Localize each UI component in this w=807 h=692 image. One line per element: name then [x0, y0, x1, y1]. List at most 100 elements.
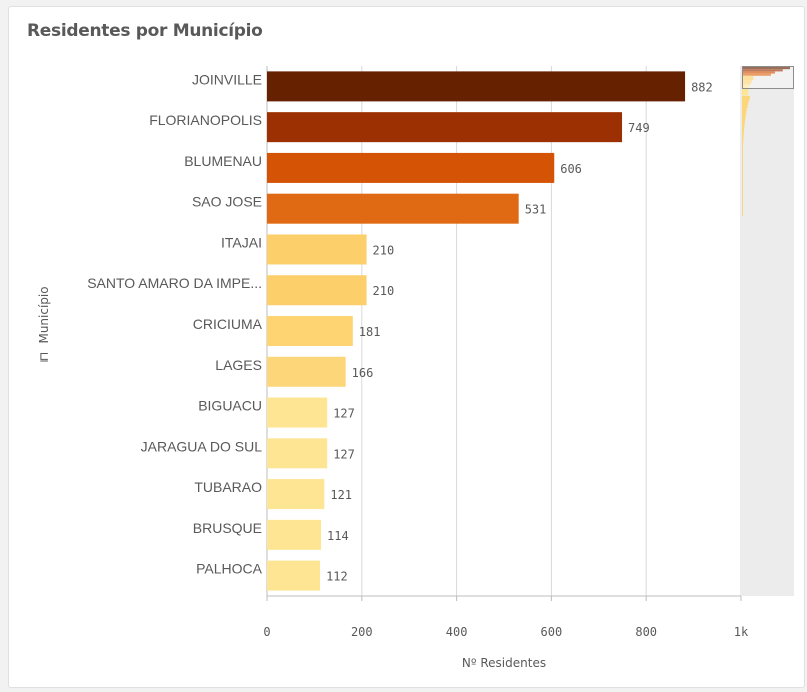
minimap-bar	[742, 186, 743, 189]
minimap-bar	[742, 84, 749, 87]
minimap-bar	[742, 114, 746, 117]
minimap-bar	[742, 183, 743, 186]
minimap-bar	[742, 69, 783, 72]
category-label[interactable]: PALHOCA	[196, 561, 263, 577]
x-tick-label: 200	[351, 625, 373, 639]
minimap-bar	[742, 117, 746, 120]
minimap-viewport[interactable]	[742, 66, 794, 89]
minimap-bar	[742, 153, 743, 156]
minimap-bar	[742, 192, 743, 195]
value-label: 121	[330, 488, 352, 502]
minimap-bar	[742, 135, 744, 138]
minimap-bar	[742, 89, 749, 92]
minimap-bar	[742, 111, 747, 114]
bar[interactable]	[267, 519, 322, 550]
minimap-bar	[742, 82, 752, 85]
minimap-bar	[742, 213, 743, 216]
minimap-bar	[742, 67, 790, 70]
minimap-bar	[742, 138, 744, 141]
value-label: 749	[628, 121, 650, 135]
bar[interactable]	[267, 356, 346, 387]
bar[interactable]	[267, 112, 623, 143]
minimap-bar	[742, 141, 744, 144]
value-label: 127	[333, 447, 355, 461]
minimap-bar	[742, 91, 749, 94]
minimap-bar	[742, 195, 743, 198]
bar[interactable]	[267, 397, 328, 428]
minimap-bar	[742, 129, 745, 132]
minimap-track[interactable]	[742, 66, 794, 596]
category-label[interactable]: BLUMENAU	[184, 153, 262, 169]
value-label: 210	[373, 284, 395, 298]
bar[interactable]	[267, 560, 321, 591]
category-label[interactable]: JARAGUA DO SUL	[141, 438, 263, 454]
x-tick-label: 1k	[734, 625, 749, 639]
minimap-bar	[742, 207, 743, 210]
bar[interactable]	[267, 152, 555, 183]
minimap-bar	[742, 86, 749, 89]
value-label: 112	[326, 570, 348, 584]
minimap-bar	[742, 132, 744, 135]
category-label[interactable]: CRICIUMA	[193, 316, 263, 332]
minimap-bar	[742, 165, 743, 168]
minimap-bar	[742, 204, 743, 207]
minimap-bar	[742, 73, 771, 76]
x-tick-label: 400	[446, 625, 468, 639]
minimap-bar	[742, 210, 743, 213]
category-label[interactable]: FLORIANOPOLIS	[149, 112, 262, 128]
bar[interactable]	[267, 193, 519, 224]
category-label[interactable]: TUBARAO	[194, 479, 262, 495]
minimap-bar	[742, 105, 748, 108]
x-tick-labels: 0 200 400 600 800 1k	[263, 596, 749, 639]
minimap-bar	[742, 150, 743, 153]
minimap-bar	[742, 71, 775, 74]
bar[interactable]	[267, 71, 686, 102]
bar[interactable]	[267, 438, 328, 469]
minimap-bar	[742, 147, 743, 150]
minimap-bar	[742, 171, 743, 174]
minimap-bar	[742, 168, 743, 171]
minimap-bar	[742, 156, 743, 159]
minimap-bar	[742, 177, 743, 180]
minimap-bar	[742, 108, 747, 111]
value-label: 166	[352, 366, 374, 380]
x-axis-title: Nº Residentes	[461, 656, 547, 670]
value-label: 606	[560, 162, 582, 176]
category-label[interactable]: SANTO AMARO DA IMPE...	[87, 275, 262, 291]
minimap-bar	[742, 80, 752, 83]
minimap-bar	[742, 102, 749, 105]
category-label[interactable]: SAO JOSE	[192, 194, 262, 210]
bars	[267, 71, 686, 591]
category-label[interactable]: ITAJAI	[221, 234, 262, 250]
minimap-bar	[742, 180, 743, 183]
minimap-bar	[742, 93, 749, 96]
minimap-bar	[742, 189, 743, 192]
minimap	[742, 66, 794, 596]
minimap-bar	[742, 162, 743, 165]
minimap-bar	[742, 159, 743, 162]
bar[interactable]	[267, 275, 367, 306]
minimap-bar	[742, 99, 750, 102]
value-label: 114	[327, 529, 349, 543]
value-label: 531	[525, 203, 547, 217]
value-label: 882	[691, 80, 713, 94]
bar[interactable]	[267, 479, 325, 510]
category-label[interactable]: BRUSQUE	[193, 520, 262, 536]
value-label: 127	[333, 407, 355, 421]
category-label[interactable]: LAGES	[215, 357, 262, 373]
category-label[interactable]: JOINVILLE	[192, 71, 262, 87]
category-label[interactable]: BIGUACU	[198, 398, 262, 414]
minimap-bar	[742, 198, 743, 201]
bar[interactable]	[267, 234, 367, 265]
minimap-bar	[742, 126, 745, 129]
minimap-bar	[742, 201, 743, 204]
value-label: 181	[359, 325, 381, 339]
chart-title: Residentes por Município	[27, 21, 263, 41]
bar[interactable]	[267, 316, 353, 346]
minimap-bar	[742, 123, 745, 126]
minimap-bar	[742, 144, 744, 147]
minimap-bar	[742, 174, 743, 177]
x-tick-label: 600	[541, 625, 563, 639]
x-tick-label: 0	[263, 625, 270, 639]
